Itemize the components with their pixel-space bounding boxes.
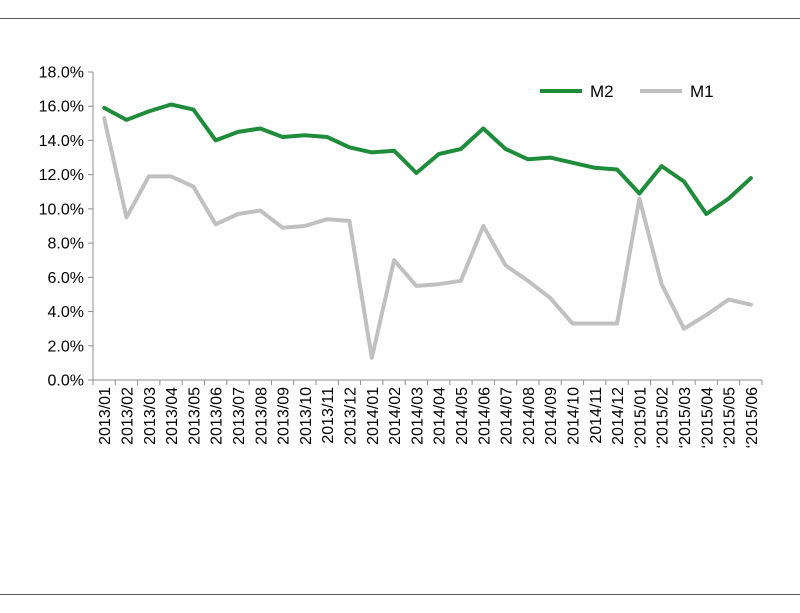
series-line-m2 (102, 102, 753, 216)
y-tick-label: 6.0% (48, 270, 84, 287)
x-tick-label: ‘2015/02 (655, 387, 672, 448)
y-tick-label: 12.0% (39, 167, 84, 184)
x-tick-label: ‘2015/04 (699, 387, 716, 448)
x-tick-label: ‘2015/03 (677, 387, 694, 448)
x-tick-label: ‘2015/06 (744, 387, 761, 448)
x-tick-label: 2013/12 (342, 387, 359, 445)
x-tick-label: 2013/01 (97, 387, 114, 445)
x-tick-label: 2014/08 (521, 387, 538, 445)
x-tick-label: 2013/04 (164, 387, 181, 445)
x-tick-label: 2014/09 (543, 387, 560, 445)
y-tick-label: 16.0% (39, 99, 84, 116)
y-tick-label: 18.0% (39, 65, 84, 82)
x-tick-label: 2014/12 (610, 387, 627, 445)
x-tick-label: 2013/10 (298, 387, 315, 445)
x-tick-label: ‘2015/01 (632, 387, 649, 448)
x-tick-label: 2014/05 (454, 387, 471, 445)
legend-label-m1: M1 (690, 82, 714, 101)
x-tick-label: 2014/07 (499, 387, 516, 445)
y-tick-label: 8.0% (48, 236, 84, 253)
x-tick-label: 2014/02 (387, 387, 404, 445)
x-tick-label: 2013/08 (253, 387, 270, 445)
x-tick-label: 2013/05 (186, 387, 203, 445)
legend-label-m2: M2 (590, 82, 614, 101)
x-tick-label: 2013/11 (320, 387, 337, 444)
y-tick-label: 14.0% (39, 133, 84, 150)
x-tick-label: 2013/07 (231, 387, 248, 445)
x-tick-label: 2013/09 (276, 387, 293, 445)
x-tick-label: 2013/06 (209, 387, 226, 445)
x-tick-label: 2013/03 (142, 387, 159, 445)
top-border-line (0, 18, 800, 19)
x-tick-label: 2014/04 (432, 387, 449, 445)
x-tick-label: 2014/01 (365, 387, 382, 445)
series-lines (102, 102, 753, 360)
x-axis-ticks: 2013/01 2013/02 2013/03 2013/04 2013/05 2013/… (92, 380, 763, 448)
legend: M2 M1 (540, 82, 714, 101)
x-tick-label: 2014/11 (588, 387, 605, 444)
y-tick-label: 2.0% (48, 338, 84, 355)
x-tick-label: 2013/02 (119, 387, 136, 445)
series-line-m1 (102, 116, 753, 360)
x-tick-label: 2014/03 (409, 387, 426, 445)
y-tick-label: 10.0% (39, 201, 84, 218)
x-tick-label: 2014/10 (565, 387, 582, 445)
x-tick-label: 2014/06 (476, 387, 493, 445)
x-tick-label: ‘2015/05 (722, 387, 739, 448)
y-tick-label: 4.0% (48, 304, 84, 321)
y-axis-ticks: 0.0% 2.0% 4.0% 6.0% 8.0% 10.0% 12.0% 14.0% 16.0%… (39, 65, 93, 390)
y-tick-label: 0.0% (48, 373, 84, 390)
bottom-border-line (0, 594, 800, 595)
